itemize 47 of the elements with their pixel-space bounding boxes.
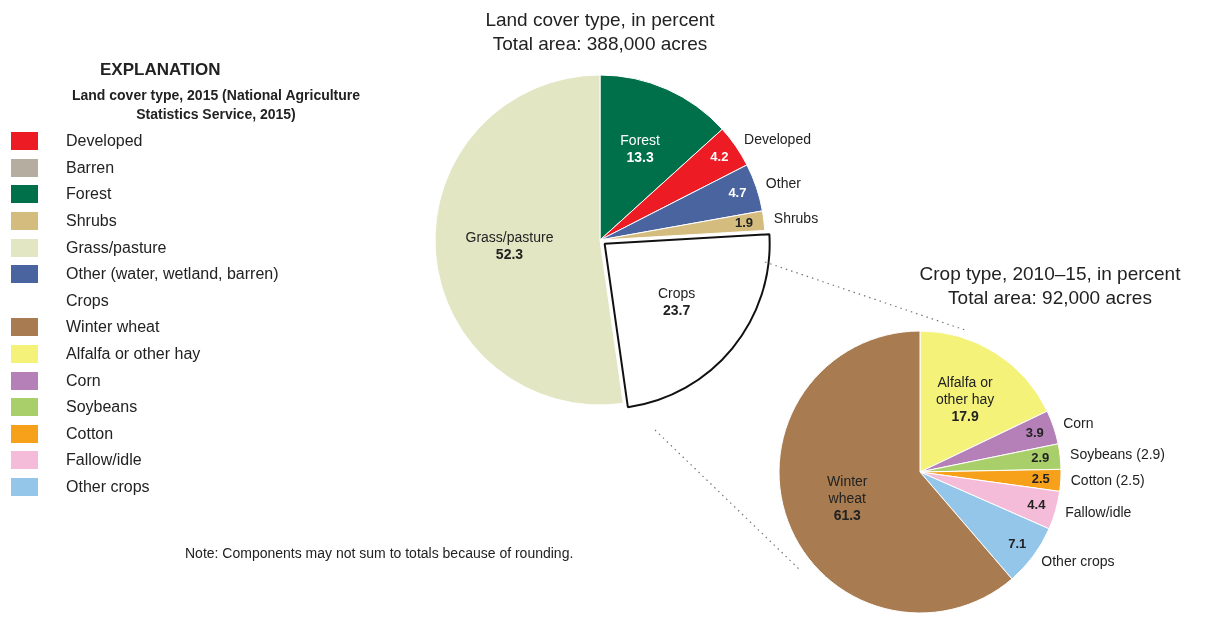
legend-label: Soybeans: [66, 398, 138, 417]
legend-label: Barren: [66, 158, 115, 177]
data-label: 3.9: [1025, 425, 1044, 441]
slice-label: Soybeans (2.9): [1070, 446, 1166, 463]
legend-label: Fallow/idle: [66, 451, 142, 470]
legend-label: Developed: [66, 132, 143, 151]
slice-label: Developed: [744, 131, 811, 148]
data-label: 23.7: [663, 302, 691, 319]
slice-label: Crops: [657, 285, 696, 302]
legend-label: Cotton: [66, 424, 114, 443]
text: EXPLANATION: [100, 60, 222, 81]
data-label: 17.9: [951, 408, 979, 425]
slice-label: Forest: [620, 131, 661, 148]
legend-title: Land cover type, 2015 (National Agriculture Statistics Service, 2015): [70, 86, 362, 124]
chart-subtitle: Total area: 388,000 acres: [492, 33, 708, 54]
data-label: 1.9: [734, 214, 754, 230]
slice-label: Fallow/idle: [1065, 504, 1132, 521]
data-label: 61.3: [833, 506, 862, 523]
slice-label: Corn: [1063, 414, 1094, 431]
chart-title: Land cover type, in percent: [485, 9, 715, 30]
slice-label: Other: [765, 175, 802, 192]
legend-label: Corn: [66, 371, 101, 390]
text: Note: Components may not sum to totals because of rounding.: [185, 545, 574, 561]
legend-label: Grass/pasture: [66, 238, 167, 257]
data-label: 4.4: [1027, 496, 1047, 512]
legend-label: Other (water, wetland, barren): [66, 265, 279, 284]
slice-label: Other crops: [1041, 552, 1115, 569]
data-label: 4.7: [728, 185, 747, 201]
slice-label: Grass/pasture: [465, 228, 554, 245]
slice-label: Cotton (2.5): [1070, 471, 1145, 488]
legend-label: Alfalfa or other hay: [66, 345, 201, 364]
slice-label: Alfalfa or other hay: [935, 374, 995, 408]
data-label: 7.1: [1008, 535, 1027, 551]
legend-label: Forest: [66, 185, 112, 204]
chart-subtitle: Total area: 92,000 acres: [948, 287, 1152, 308]
legend-label: Shrubs: [66, 212, 117, 231]
data-label: 2.9: [1031, 450, 1050, 466]
slice-label: Shrubs: [773, 210, 819, 227]
legend-label: Other crops: [66, 478, 150, 497]
text: Crops: [66, 291, 109, 310]
data-label: 4.2: [710, 149, 729, 165]
data-label: 13.3: [626, 148, 654, 165]
data-label: 52.3: [495, 245, 524, 262]
chart-title: Crop type, 2010–15, in percent: [919, 263, 1181, 284]
slice-label: Winter wheat: [827, 472, 868, 506]
data-label: 2.5: [1031, 470, 1050, 486]
legend-label: Winter wheat: [66, 318, 160, 337]
